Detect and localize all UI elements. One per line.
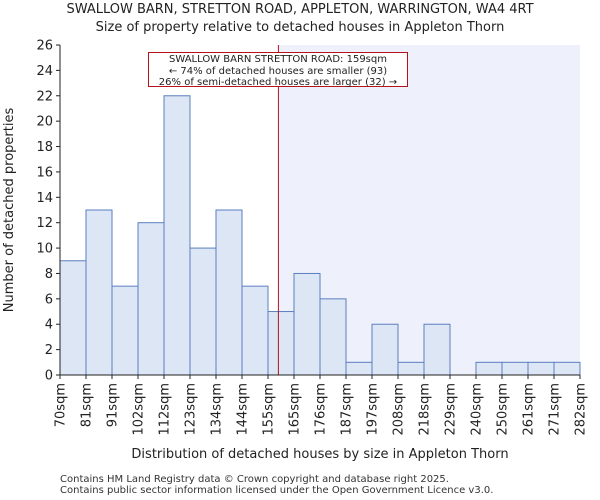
y-tick-label: 24 bbox=[36, 64, 53, 79]
x-tick-label: 165sqm bbox=[288, 383, 303, 436]
bar-197sqm bbox=[371, 323, 399, 376]
bars-group bbox=[59, 95, 581, 376]
x-tick-label: 176sqm bbox=[314, 383, 329, 436]
chart-title-line2: Size of property relative to detached ho… bbox=[95, 20, 505, 35]
y-tick-label: 26 bbox=[36, 39, 53, 54]
x-tick-label: 102sqm bbox=[132, 383, 147, 436]
y-tick-label: 14 bbox=[36, 191, 53, 206]
y-tick-label: 16 bbox=[36, 165, 53, 180]
bar-261sqm bbox=[527, 361, 555, 376]
bar-208sqm bbox=[397, 361, 425, 376]
x-tick-label: 250sqm bbox=[496, 383, 511, 436]
x-tick-label: 112sqm bbox=[158, 383, 173, 436]
x-tick-label: 208sqm bbox=[392, 383, 407, 436]
bar-134sqm bbox=[215, 209, 243, 376]
y-tick-label: 8 bbox=[45, 267, 53, 282]
y-tick-label: 10 bbox=[36, 242, 53, 257]
x-tick-label: 155sqm bbox=[262, 383, 277, 436]
y-tick-label: 20 bbox=[36, 115, 53, 130]
x-tick-label: 240sqm bbox=[470, 383, 485, 436]
bar-102sqm bbox=[137, 222, 165, 376]
y-axis-label: Number of detached properties bbox=[2, 108, 17, 313]
y-tick-label: 0 bbox=[45, 369, 53, 384]
x-tick-label: 261sqm bbox=[522, 383, 537, 436]
y-tick-label: 18 bbox=[36, 140, 53, 155]
x-tick-label: 187sqm bbox=[340, 383, 355, 436]
x-ticks-group: 70sqm 81sqm 91sqm 102sqm 112sqm 123sqm 134sqm 1… bbox=[54, 375, 589, 436]
footer-line1: Contains HM Land Registry data © Crown c… bbox=[60, 474, 449, 485]
x-tick-label: 271sqm bbox=[548, 383, 563, 436]
annotation-line3: 26% of semi-detached houses are larger (… bbox=[158, 77, 398, 88]
x-axis-label: Distribution of detached houses by size … bbox=[131, 447, 508, 462]
bar-123sqm bbox=[189, 247, 217, 376]
bar-165sqm bbox=[293, 272, 321, 376]
bar-240sqm bbox=[475, 361, 503, 376]
property-annotation-box: SWALLOW BARN STRETTON ROAD: 159sqm ← 74%… bbox=[148, 52, 408, 88]
x-tick-label: 218sqm bbox=[418, 383, 433, 436]
chart-title-line1: SWALLOW BARN, STRETTON ROAD, APPLETON, W… bbox=[66, 2, 534, 17]
bar-250sqm bbox=[501, 361, 529, 376]
bar-91sqm bbox=[111, 285, 139, 376]
bar-271sqm bbox=[553, 361, 581, 376]
bar-218sqm bbox=[423, 323, 451, 376]
x-tick-label: 282sqm bbox=[574, 383, 589, 436]
bar-144sqm bbox=[241, 285, 269, 376]
x-tick-label: 81sqm bbox=[80, 383, 95, 427]
bar-70sqm bbox=[59, 260, 87, 376]
y-tick-label: 6 bbox=[45, 292, 53, 307]
bar-81sqm bbox=[85, 209, 113, 376]
x-tick-label: 123sqm bbox=[184, 383, 199, 436]
bar-155sqm bbox=[267, 311, 295, 376]
y-tick-label: 4 bbox=[45, 318, 53, 333]
y-tick-label: 2 bbox=[45, 343, 53, 358]
x-tick-label: 70sqm bbox=[54, 383, 69, 427]
x-tick-label: 134sqm bbox=[210, 383, 225, 436]
bar-187sqm bbox=[345, 361, 373, 376]
x-tick-label: 197sqm bbox=[366, 383, 381, 436]
bar-176sqm bbox=[319, 298, 347, 376]
bar-112sqm bbox=[163, 95, 191, 376]
x-tick-label: 229sqm bbox=[444, 383, 459, 436]
annotation-line2: ← 74% of detached houses are smaller (93… bbox=[168, 65, 388, 77]
x-tick-label: 144sqm bbox=[236, 383, 251, 436]
footer-line2: Contains public sector information licen… bbox=[60, 485, 494, 496]
annotation-line1: SWALLOW BARN STRETTON ROAD: 159sqm bbox=[169, 54, 387, 65]
x-tick-label: 91sqm bbox=[106, 383, 121, 427]
y-tick-label: 22 bbox=[36, 89, 53, 104]
y-tick-label: 12 bbox=[36, 216, 53, 231]
